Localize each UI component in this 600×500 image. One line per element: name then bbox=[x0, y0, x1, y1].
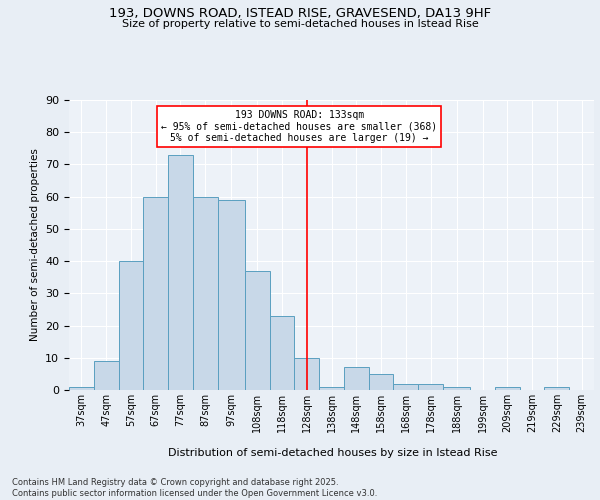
Bar bbox=[269, 316, 295, 390]
Bar bbox=[69, 387, 94, 390]
Bar bbox=[218, 200, 245, 390]
Text: Size of property relative to semi-detached houses in Istead Rise: Size of property relative to semi-detach… bbox=[122, 19, 478, 29]
Bar bbox=[143, 196, 168, 390]
Y-axis label: Number of semi-detached properties: Number of semi-detached properties bbox=[29, 148, 40, 342]
Bar bbox=[119, 261, 143, 390]
Bar bbox=[418, 384, 443, 390]
Bar bbox=[94, 361, 119, 390]
Bar bbox=[344, 368, 368, 390]
Bar bbox=[394, 384, 418, 390]
Bar bbox=[295, 358, 319, 390]
Text: 193 DOWNS ROAD: 133sqm
← 95% of semi-detached houses are smaller (368)
5% of sem: 193 DOWNS ROAD: 133sqm ← 95% of semi-det… bbox=[161, 110, 437, 143]
Bar bbox=[168, 155, 193, 390]
Bar bbox=[495, 387, 520, 390]
Bar bbox=[193, 196, 218, 390]
Bar bbox=[368, 374, 394, 390]
Text: Distribution of semi-detached houses by size in Istead Rise: Distribution of semi-detached houses by … bbox=[168, 448, 498, 458]
Text: Contains HM Land Registry data © Crown copyright and database right 2025.
Contai: Contains HM Land Registry data © Crown c… bbox=[12, 478, 377, 498]
Bar bbox=[319, 387, 344, 390]
Text: 193, DOWNS ROAD, ISTEAD RISE, GRAVESEND, DA13 9HF: 193, DOWNS ROAD, ISTEAD RISE, GRAVESEND,… bbox=[109, 8, 491, 20]
Bar bbox=[245, 271, 269, 390]
Bar bbox=[443, 387, 470, 390]
Bar bbox=[544, 387, 569, 390]
